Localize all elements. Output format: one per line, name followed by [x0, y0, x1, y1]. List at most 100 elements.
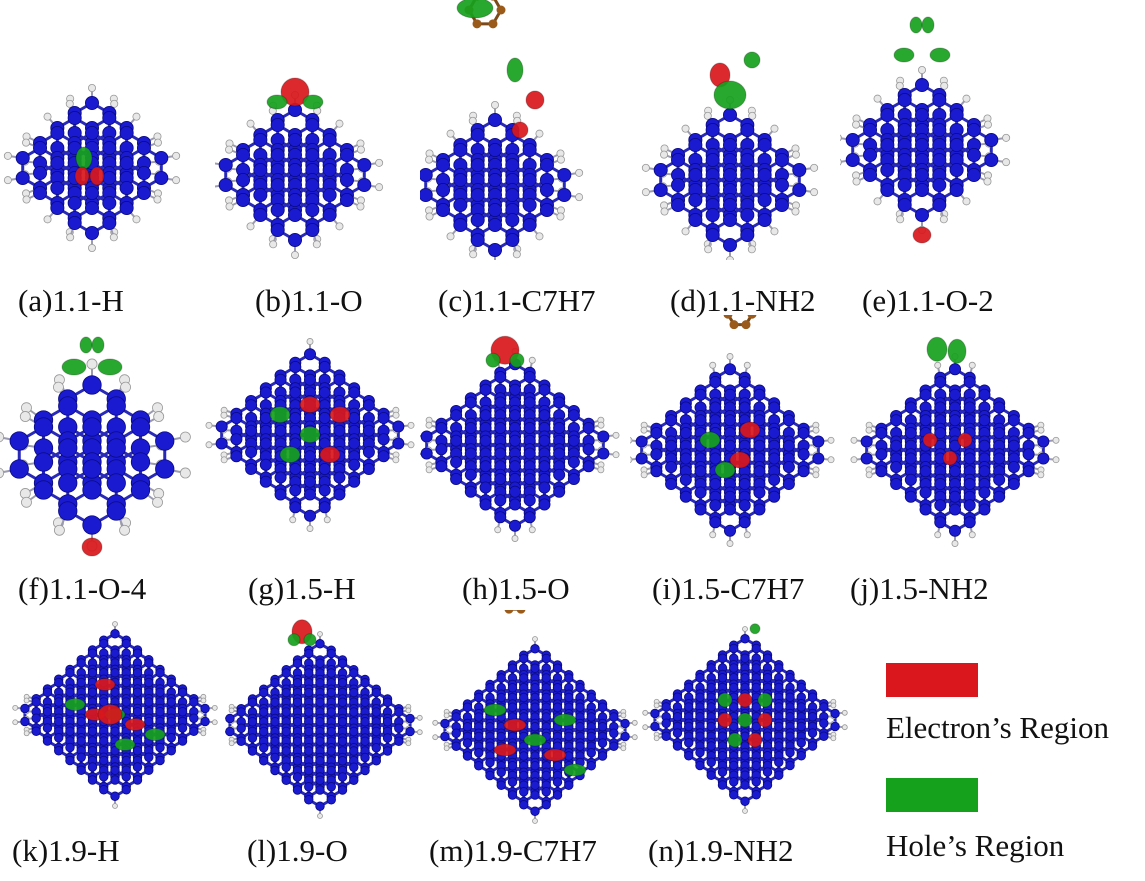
carbon-atom	[620, 718, 630, 729]
carbon-atom	[305, 202, 320, 217]
hydrogen-atom	[392, 456, 400, 464]
carbon-atom	[65, 742, 75, 753]
carbon-atom	[609, 728, 619, 738]
carbon-atom	[740, 182, 755, 197]
hydrogen-atom	[810, 163, 819, 172]
electron-lobe	[739, 421, 761, 439]
carbon-atom	[508, 460, 522, 473]
carbon-atom	[552, 683, 563, 693]
carbon-atom	[110, 668, 120, 678]
carbon-atom	[897, 177, 912, 192]
hydrogen-atom	[407, 441, 415, 449]
carbon-atom	[259, 756, 269, 766]
carbon-atom	[507, 790, 518, 800]
hydrogen-atom	[840, 134, 842, 142]
carbon-atom	[488, 217, 503, 232]
carbon-atom	[508, 383, 522, 396]
carbon-atom	[304, 795, 314, 805]
carbon-atom	[281, 762, 291, 772]
hydrogen-atom	[446, 232, 455, 241]
carbon-atom	[485, 741, 495, 751]
hole-lobe	[713, 80, 747, 110]
hydrogen-atom	[88, 84, 97, 93]
carbon-atom	[530, 722, 540, 732]
carbon-atom	[259, 707, 269, 717]
carbon-atom	[464, 447, 477, 460]
carbon-atom	[304, 746, 314, 756]
hydrogen-atom	[703, 111, 712, 120]
molecule-panel-c	[420, 0, 584, 260]
substituent-atom	[747, 315, 757, 319]
carbon-atom	[522, 217, 537, 232]
carbon-atom	[541, 692, 551, 703]
hole-lobe	[114, 738, 136, 752]
carbon-atom	[200, 703, 210, 714]
carbon-atom	[464, 468, 477, 481]
carbon-atom	[488, 113, 503, 128]
carbon-atom	[723, 414, 737, 427]
lattice	[0, 358, 191, 552]
carbon-atom	[65, 687, 75, 697]
carbon-atom	[82, 515, 102, 535]
carbon-atom	[326, 668, 336, 678]
substituent-atom	[504, 610, 514, 614]
hydrogen-atom	[356, 145, 365, 154]
carbon-atom	[1022, 448, 1035, 461]
hydrogen-atom	[88, 243, 97, 252]
hole-lobe	[287, 633, 301, 647]
hydrogen-atom	[43, 112, 52, 121]
carbon-atom	[304, 648, 314, 659]
carbon-atom	[904, 401, 917, 414]
carbon-atom	[288, 207, 303, 222]
hydrogen-atom	[228, 707, 235, 714]
carbon-atom	[740, 227, 755, 242]
carbon-atom	[166, 746, 176, 756]
carbon-atom	[218, 177, 233, 192]
carbon-atom	[523, 421, 536, 435]
carbon-atom	[464, 485, 477, 498]
hydrogen-atom	[827, 436, 835, 444]
hole-lobe	[563, 763, 587, 777]
carbon-atom	[110, 726, 120, 736]
hydrogen-atom	[375, 183, 384, 192]
carbon-atom	[474, 731, 484, 742]
hydrogen-atom	[23, 697, 30, 704]
carbon-atom	[860, 452, 873, 465]
carbon-atom	[508, 498, 522, 511]
carbon-atom	[723, 212, 738, 227]
carbon-atom	[382, 697, 393, 707]
hydrogen-atom	[918, 66, 927, 75]
caption-k: (k)1.9-H	[12, 833, 120, 868]
carbon-atom	[523, 447, 536, 460]
carbon-atom	[87, 762, 98, 772]
carbon-atom	[326, 746, 336, 756]
carbon-atom	[451, 712, 461, 722]
carbon-atom	[880, 137, 895, 152]
hydrogen-atom	[810, 188, 819, 197]
carbon-atom	[200, 716, 210, 727]
hydrogen-atom	[432, 734, 439, 741]
carbon-atom	[82, 417, 102, 437]
carbon-atom	[189, 713, 199, 723]
carbon-atom	[85, 225, 100, 240]
carbon-atom	[564, 780, 574, 790]
caption-e: (e)1.1-O-2	[862, 283, 994, 318]
carbon-atom	[274, 424, 287, 437]
hydrogen-atom	[3, 151, 12, 160]
carbon-atom	[348, 437, 361, 450]
carbon-atom	[679, 452, 692, 465]
carbon-atom	[919, 486, 932, 499]
hole-lobe	[456, 0, 494, 19]
lattice	[420, 101, 584, 260]
carbon-atom	[609, 712, 619, 722]
carbon-atom	[932, 93, 947, 108]
hydrogen-atom	[827, 456, 835, 464]
hydrogen-atom	[153, 411, 165, 422]
carbon-atom	[966, 123, 981, 138]
carbon-atom	[304, 707, 314, 717]
carbon-atom	[723, 490, 737, 503]
lattice	[420, 348, 620, 542]
carbon-atom	[507, 761, 518, 771]
carbon-atom	[119, 180, 134, 195]
hydrogen-atom	[630, 436, 633, 444]
